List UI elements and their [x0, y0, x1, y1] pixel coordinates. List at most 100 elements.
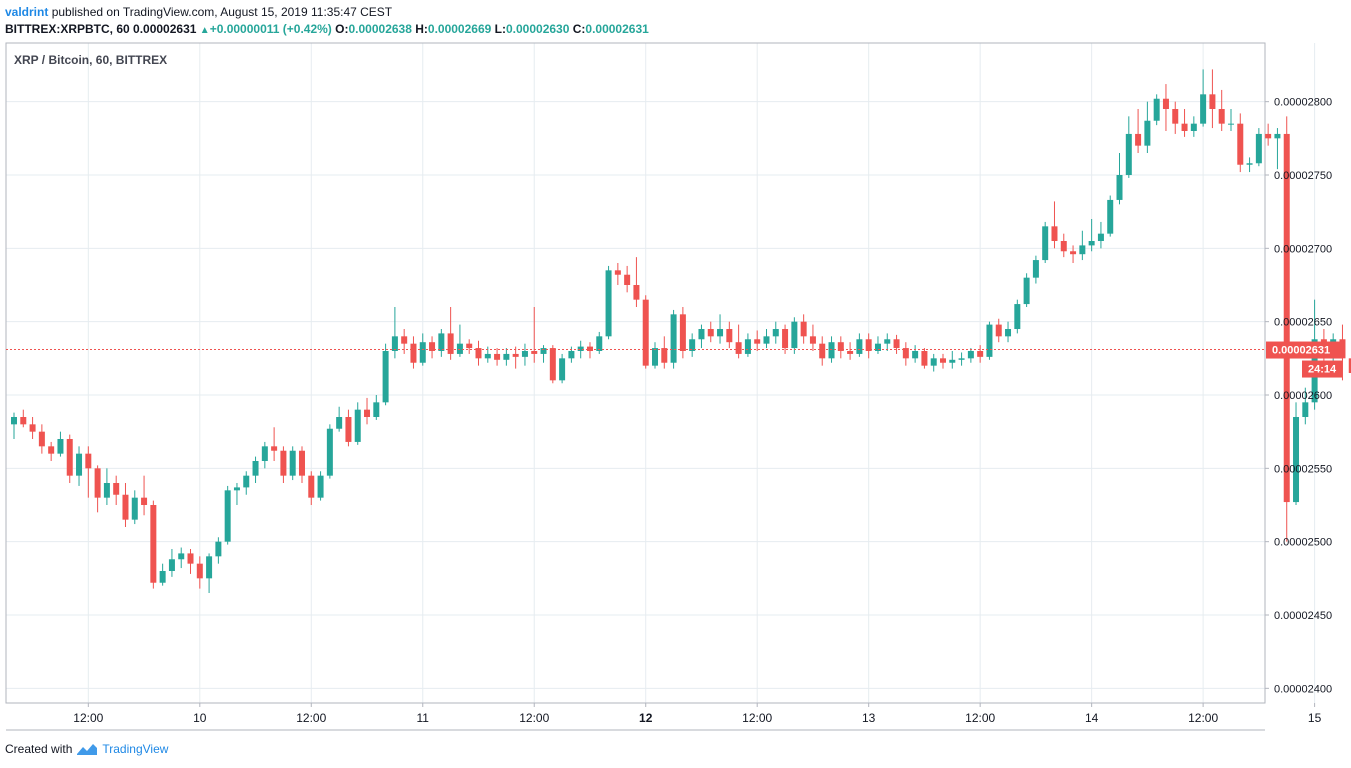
candle: [1023, 273, 1030, 307]
candle-body: [345, 417, 352, 442]
candle: [289, 446, 296, 481]
y-tick-label: 0.00002800: [1274, 97, 1332, 109]
candle-body: [884, 339, 891, 344]
candle: [698, 324, 705, 349]
candle-body: [689, 339, 696, 351]
candle: [967, 348, 974, 363]
candle: [958, 352, 965, 366]
candle-body: [995, 324, 1002, 337]
candle: [131, 490, 138, 525]
candle-body: [38, 431, 45, 447]
candle-body: [1190, 123, 1197, 131]
candle: [1125, 116, 1132, 178]
candle-body: [540, 348, 547, 354]
candle: [401, 329, 408, 354]
candle-body: [401, 336, 408, 344]
candle: [1302, 387, 1309, 425]
candle-body: [1293, 417, 1300, 503]
candle-body: [754, 339, 761, 344]
last-price: 0.00002631: [133, 22, 197, 36]
candle-body: [735, 342, 742, 354]
candle-body: [159, 571, 166, 583]
candle: [11, 412, 17, 439]
candle: [949, 351, 956, 369]
candle: [484, 346, 491, 363]
candle-body: [298, 450, 305, 476]
candle-body: [1135, 133, 1142, 146]
low-value: 0.00002630: [505, 22, 570, 36]
candle: [280, 446, 287, 483]
candle-body: [1237, 123, 1244, 165]
candle: [986, 321, 993, 360]
symbol-label: BITTREX:XRPBTC, 60: [5, 22, 130, 36]
candle-body: [196, 563, 203, 579]
candle: [364, 397, 371, 425]
candle-body: [652, 348, 659, 366]
candle-body: [1339, 339, 1346, 359]
candle-body: [233, 487, 240, 491]
countdown-label: 24:14: [1308, 364, 1337, 376]
candle-body: [921, 351, 928, 366]
candle: [494, 348, 501, 366]
candle-body: [11, 417, 17, 425]
close-label: C:: [572, 22, 586, 36]
candle-body: [605, 270, 612, 337]
candle: [94, 465, 101, 513]
candle-body: [791, 321, 798, 349]
candle-body: [308, 475, 315, 498]
low-label: L:: [494, 22, 506, 36]
x-axis-ticks: 12:00 10 12:00 11 12:00 12 12:00 13 12:00 14 12:00…: [73, 703, 1322, 725]
candle-body: [141, 497, 148, 505]
candle-body: [958, 358, 965, 360]
candle-body: [772, 329, 779, 337]
y-tick-label: 0.00002700: [1274, 243, 1332, 255]
x-tick-label: 12:00: [296, 711, 326, 725]
candle: [178, 547, 185, 569]
candle: [252, 456, 259, 483]
open-label: O:: [335, 22, 349, 36]
x-tick-label: 11: [417, 711, 430, 725]
countdown-badge-bg: [1302, 360, 1342, 378]
candle: [800, 314, 807, 344]
candle: [317, 471, 324, 501]
candle: [559, 353, 566, 384]
x-tick-label: 12:00: [73, 711, 103, 725]
candle: [707, 321, 714, 343]
x-tick-label: 12:00: [965, 711, 995, 725]
candle: [1246, 157, 1253, 173]
candle: [689, 333, 696, 357]
candle-body: [243, 475, 250, 488]
candle: [1218, 89, 1225, 131]
candle-body: [391, 336, 398, 351]
candle: [159, 563, 166, 586]
candle-body: [521, 351, 528, 357]
candle: [1097, 221, 1104, 249]
candle: [809, 324, 816, 351]
candle-body: [1172, 109, 1179, 124]
candle-body: [57, 439, 64, 454]
candle-body: [271, 446, 278, 451]
candle-body: [893, 339, 900, 349]
candle-body: [20, 417, 27, 425]
candle-body: [289, 450, 296, 476]
candle-body: [930, 358, 937, 366]
candle-body: [66, 439, 73, 476]
candle: [874, 336, 881, 354]
published-text: published on TradingView.com, August 15,…: [51, 5, 393, 19]
candle-body: [596, 336, 603, 351]
candle: [726, 321, 733, 349]
candle: [1255, 128, 1262, 167]
candle: [503, 348, 510, 366]
candle-body: [113, 483, 120, 495]
candle-body: [1274, 133, 1281, 139]
tradingview-brand[interactable]: TradingView: [102, 742, 169, 756]
candle-body: [280, 450, 287, 476]
y-tick-label: 0.00002550: [1274, 463, 1332, 475]
candle-body: [670, 314, 677, 363]
candle-body: [364, 409, 371, 417]
footer: Created with TradingView: [5, 742, 168, 756]
candle: [1060, 233, 1067, 258]
author-name[interactable]: valdrint: [5, 5, 49, 19]
candle: [744, 333, 751, 357]
